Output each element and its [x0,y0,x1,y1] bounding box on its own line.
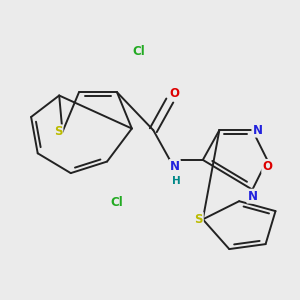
Text: O: O [170,88,180,100]
Text: O: O [262,160,272,173]
Text: Cl: Cl [132,44,145,58]
Text: N: N [170,160,180,173]
Text: N: N [252,124,262,137]
Text: Cl: Cl [110,196,123,209]
Text: N: N [248,190,257,202]
Text: H: H [172,176,181,186]
Text: S: S [54,125,62,138]
Text: S: S [194,213,203,226]
